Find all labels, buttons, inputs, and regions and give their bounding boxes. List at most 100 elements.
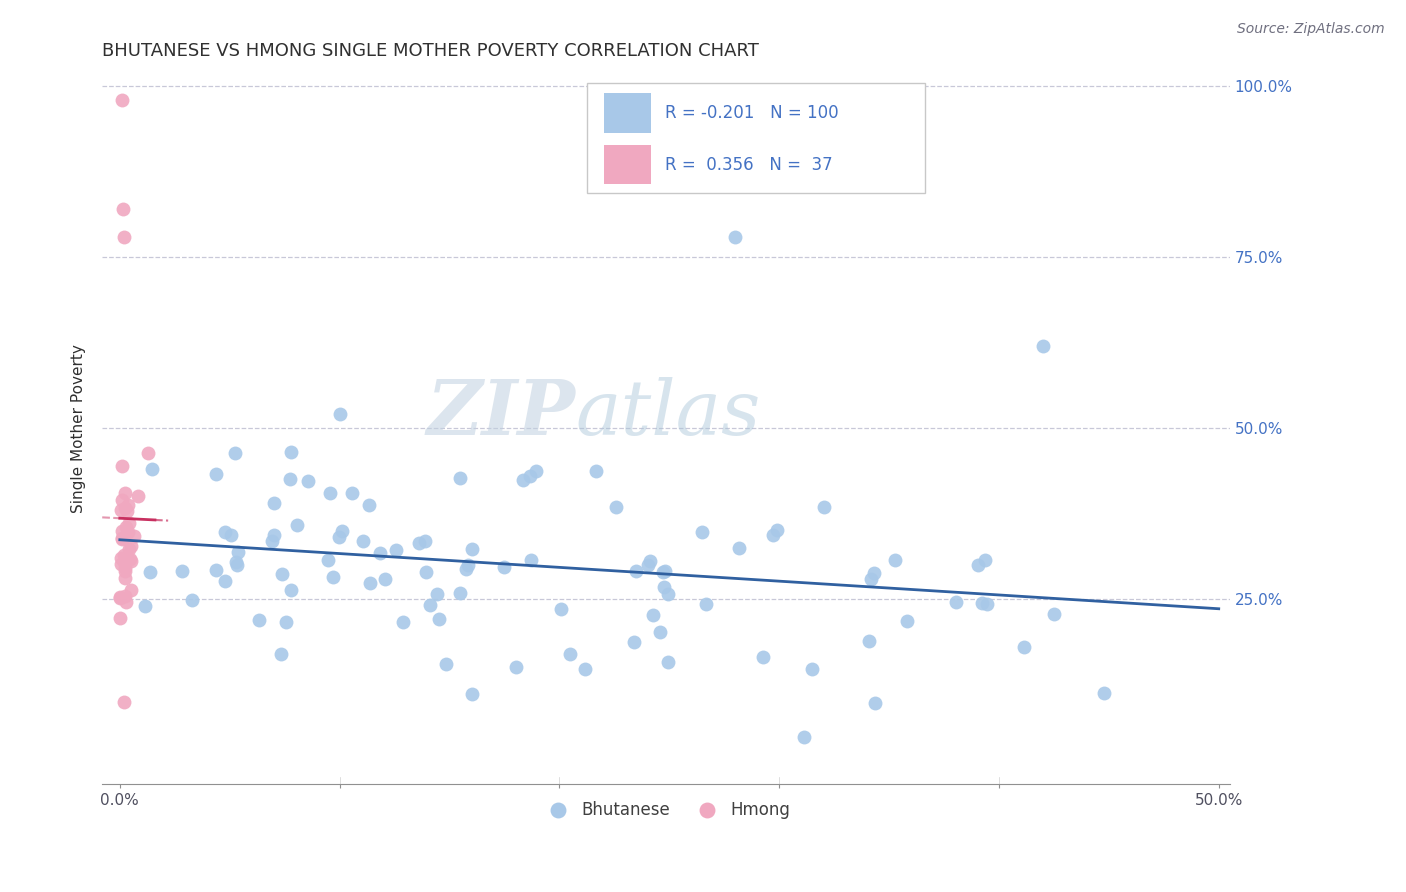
Text: R =  0.356   N =  37: R = 0.356 N = 37	[665, 156, 832, 174]
Point	[134, 599, 156, 613]
FancyBboxPatch shape	[605, 145, 651, 185]
Point	[110, 611, 132, 625]
Point	[461, 542, 484, 557]
Point	[270, 566, 292, 581]
Point	[127, 489, 149, 503]
Point	[118, 516, 141, 530]
Point	[657, 587, 679, 601]
Point	[263, 496, 285, 510]
Point	[112, 555, 135, 569]
Point	[574, 662, 596, 676]
Point	[328, 530, 350, 544]
Point	[114, 501, 136, 516]
Point	[654, 580, 676, 594]
Point	[695, 598, 717, 612]
Point	[115, 594, 138, 608]
Point	[247, 613, 270, 627]
Point	[322, 570, 344, 584]
Point	[228, 544, 250, 558]
Point	[114, 590, 136, 604]
Point	[120, 583, 142, 598]
Point	[813, 500, 835, 515]
Point	[520, 552, 543, 566]
Point	[270, 648, 292, 662]
Point	[180, 593, 202, 607]
Point	[558, 647, 581, 661]
Point	[415, 566, 437, 580]
Point	[219, 527, 242, 541]
Point	[141, 462, 163, 476]
Point	[550, 602, 572, 616]
Point	[765, 523, 787, 537]
Point	[692, 525, 714, 540]
Point	[728, 541, 751, 556]
Point	[110, 550, 132, 565]
Point	[1032, 339, 1054, 353]
Point	[762, 528, 785, 542]
Point	[384, 543, 406, 558]
Point	[519, 468, 541, 483]
Point	[638, 554, 661, 568]
Point	[111, 459, 134, 474]
Point	[110, 503, 132, 517]
Point	[967, 558, 990, 572]
Point	[263, 528, 285, 542]
Point	[637, 558, 659, 573]
Point	[111, 93, 134, 107]
Point	[225, 555, 247, 569]
Point	[118, 542, 141, 557]
Text: Source: ZipAtlas.com: Source: ZipAtlas.com	[1237, 22, 1385, 37]
Point	[114, 561, 136, 575]
Point	[896, 614, 918, 628]
Point	[626, 565, 648, 579]
Text: R = -0.201   N = 100: R = -0.201 N = 100	[665, 104, 838, 122]
Point	[641, 607, 664, 622]
Point	[863, 566, 886, 580]
Point	[419, 598, 441, 612]
Point	[122, 529, 145, 543]
Point	[392, 615, 415, 629]
Point	[623, 634, 645, 648]
Point	[359, 575, 381, 590]
Legend: Bhutanese, Hmong: Bhutanese, Hmong	[536, 794, 797, 825]
Point	[858, 634, 880, 648]
Point	[111, 531, 134, 545]
Point	[865, 696, 887, 710]
Point	[524, 464, 547, 478]
Point	[316, 553, 339, 567]
Y-axis label: Single Mother Poverty: Single Mother Poverty	[72, 343, 86, 513]
Point	[945, 595, 967, 609]
Point	[114, 564, 136, 578]
Point	[1043, 607, 1066, 622]
Point	[111, 492, 134, 507]
Point	[512, 473, 534, 487]
Point	[110, 590, 132, 604]
Point	[654, 564, 676, 578]
Point	[752, 650, 775, 665]
Point	[368, 546, 391, 560]
Point	[297, 474, 319, 488]
Point	[457, 558, 479, 573]
Point	[115, 520, 138, 534]
Point	[111, 533, 134, 547]
Point	[374, 572, 396, 586]
Point	[136, 445, 159, 459]
Point	[278, 471, 301, 485]
Point	[112, 548, 135, 562]
Point	[117, 524, 139, 539]
Point	[427, 612, 450, 626]
Text: atlas: atlas	[576, 376, 761, 450]
Point	[585, 464, 607, 478]
Point	[454, 562, 477, 576]
Point	[112, 202, 135, 217]
Point	[319, 486, 342, 500]
Point	[434, 657, 457, 672]
Point	[342, 486, 364, 500]
Point	[359, 498, 381, 512]
Point	[449, 471, 471, 485]
Point	[120, 551, 142, 566]
Point	[214, 574, 236, 588]
Text: BHUTANESE VS HMONG SINGLE MOTHER POVERTY CORRELATION CHART: BHUTANESE VS HMONG SINGLE MOTHER POVERTY…	[103, 42, 759, 60]
Point	[426, 587, 449, 601]
Point	[285, 518, 308, 533]
